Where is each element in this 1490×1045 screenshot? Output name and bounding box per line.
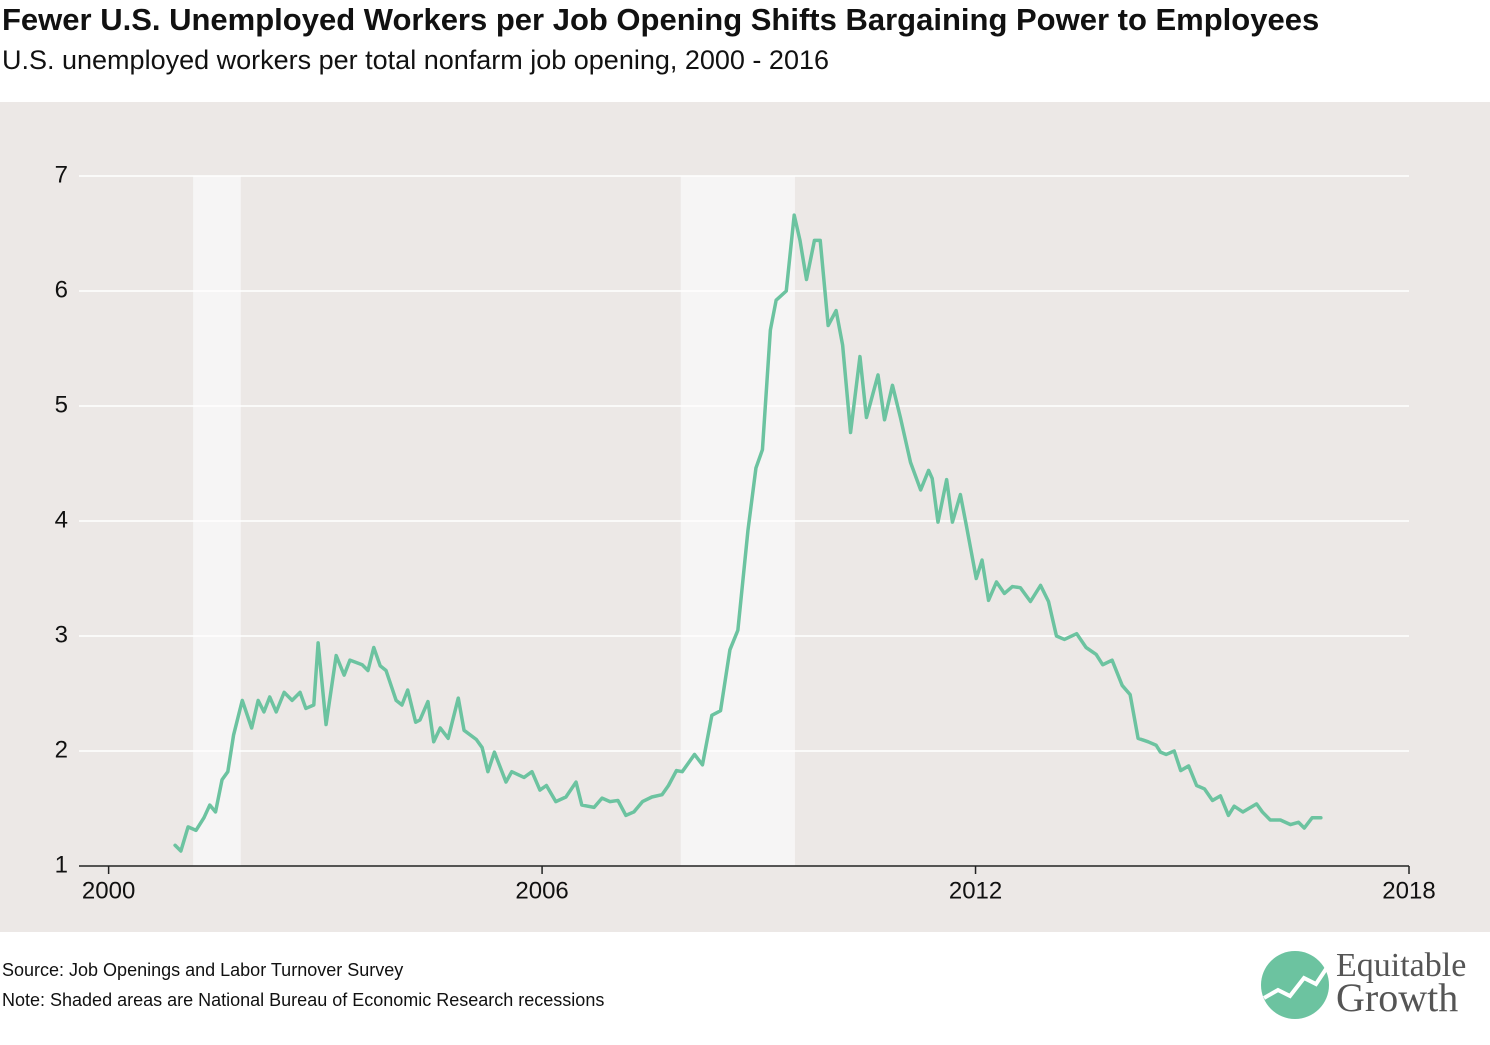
x-tick-label: 2012	[949, 877, 1002, 904]
note: Note: Shaded areas are National Bureau o…	[2, 990, 604, 1010]
logo-icon	[1261, 951, 1329, 1019]
logo-line	[1263, 964, 1330, 1000]
x-tick-label: 2000	[82, 877, 135, 904]
y-tick-label: 2	[55, 736, 68, 763]
y-tick-label: 7	[55, 161, 68, 188]
x-tick-label: 2006	[515, 877, 568, 904]
logo-text: Equitable	[1336, 947, 1466, 984]
data-line	[173, 213, 1323, 853]
chart-title: Fewer U.S. Unemployed Workers per Job Op…	[2, 2, 1319, 37]
logo-text: Growth	[1336, 975, 1458, 1020]
chart-subtitle: U.S. unemployed workers per total nonfar…	[2, 45, 829, 75]
x-tick-label: 2018	[1382, 877, 1435, 904]
logo: Equitable Growth	[1261, 947, 1466, 1020]
source: Source: Job Openings and Labor Turnover …	[2, 960, 403, 980]
y-tick-label: 5	[55, 391, 68, 418]
y-tick-label: 6	[55, 276, 68, 303]
y-tick-label: 3	[55, 621, 68, 648]
y-tick-label: 4	[55, 506, 68, 533]
y-tick-label: 1	[55, 851, 68, 878]
